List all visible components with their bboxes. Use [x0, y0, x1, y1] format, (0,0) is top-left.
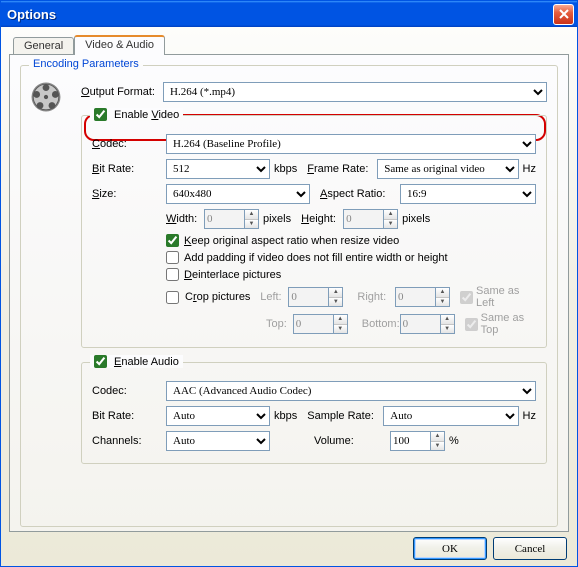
checkbox-deinterlace[interactable]	[166, 268, 179, 281]
title-bar: Options	[1, 1, 577, 27]
tab-video-audio[interactable]: Video & Audio	[74, 35, 165, 55]
label-output-format: Output Format:	[81, 86, 163, 98]
cancel-button[interactable]: Cancel	[493, 537, 567, 560]
label-width: Width:	[166, 213, 204, 225]
client-area: General Video & Audio Encoding Parameter…	[1, 27, 577, 566]
checkbox-enable-video[interactable]	[94, 108, 107, 121]
label-crop-bottom: Bottom:	[362, 318, 400, 330]
select-framerate[interactable]: Same as original video	[377, 159, 518, 179]
window-title: Options	[7, 7, 553, 22]
label-crop-right: Right:	[357, 291, 395, 303]
legend-enable-video: Enable Video	[90, 108, 183, 121]
label-volume: Volume:	[314, 435, 390, 447]
label-crop-top: Top:	[266, 318, 293, 330]
label-deinterlace: Deinterlace pictures	[184, 269, 281, 281]
tab-panel: Encoding Parameters Output Format: H.264…	[9, 54, 569, 532]
select-output-format[interactable]: H.264 (*.mp4)	[163, 82, 547, 102]
group-video: Enable Video Codec: H.264 (Baseline Prof…	[81, 115, 547, 348]
close-icon	[559, 9, 569, 19]
spinner-crop-right: ▲▼	[395, 287, 450, 307]
label-height: Height:	[301, 213, 343, 225]
spinner-volume[interactable]: ▲▼	[390, 431, 445, 451]
ok-button[interactable]: OK	[413, 537, 487, 560]
film-reel-icon	[29, 80, 63, 114]
select-video-bitrate[interactable]: 512	[166, 159, 270, 179]
label-same-as-top: Same as Top	[481, 312, 536, 336]
label-channels: Channels:	[92, 435, 166, 447]
checkbox-enable-audio[interactable]	[94, 355, 107, 368]
label-audio-codec: Codec:	[92, 385, 166, 397]
spinner-height[interactable]: ▲▼	[343, 209, 398, 229]
close-button[interactable]	[553, 4, 574, 25]
unit-hz: Hz	[523, 163, 536, 175]
group-encoding: Encoding Parameters Output Format: H.264…	[20, 65, 558, 527]
button-bar: OK Cancel	[413, 537, 567, 560]
label-add-padding: Add padding if video does not fill entir…	[184, 252, 448, 264]
select-size[interactable]: 640x480	[166, 184, 310, 204]
select-aspect[interactable]: 16:9	[400, 184, 536, 204]
spinner-crop-top: ▲▼	[293, 314, 348, 334]
select-audio-codec[interactable]: AAC (Advanced Audio Codec)	[166, 381, 536, 401]
checkbox-crop[interactable]	[166, 291, 179, 304]
select-samplerate[interactable]: Auto	[383, 406, 518, 426]
label-samplerate: Sample Rate:	[307, 410, 383, 422]
group-audio: Enable Audio Codec: AAC (Advanced Audio …	[81, 362, 547, 464]
label-video-bitrate: Bit Rate:	[92, 163, 166, 175]
checkbox-add-padding[interactable]	[166, 251, 179, 264]
spinner-crop-bottom: ▲▼	[400, 314, 455, 334]
legend-encoding: Encoding Parameters	[29, 58, 143, 70]
label-video-codec: Codec:	[92, 138, 166, 150]
label-size: Size:	[92, 188, 166, 200]
select-video-codec[interactable]: H.264 (Baseline Profile)	[166, 134, 536, 154]
checkbox-same-as-left	[460, 291, 473, 304]
label-framerate: Frame Rate:	[307, 163, 377, 175]
unit-kbps: kbps	[274, 163, 297, 175]
legend-enable-audio: Enable Audio	[90, 355, 183, 368]
tab-strip: General Video & Audio	[13, 35, 569, 54]
label-crop: Crop pictures	[185, 291, 260, 303]
label-same-as-left: Same as Left	[476, 285, 536, 309]
spinner-width[interactable]: ▲▼	[204, 209, 259, 229]
select-channels[interactable]: Auto	[166, 431, 270, 451]
label-audio-bitrate: Bit Rate:	[92, 410, 166, 422]
label-aspect: Aspect Ratio:	[320, 188, 400, 200]
select-audio-bitrate[interactable]: Auto	[166, 406, 270, 426]
label-crop-left: Left:	[260, 291, 288, 303]
label-keep-aspect: Keep original aspect ratio when resize v…	[184, 235, 399, 247]
checkbox-keep-aspect[interactable]	[166, 234, 179, 247]
checkbox-same-as-top	[465, 318, 478, 331]
spinner-crop-left: ▲▼	[288, 287, 343, 307]
